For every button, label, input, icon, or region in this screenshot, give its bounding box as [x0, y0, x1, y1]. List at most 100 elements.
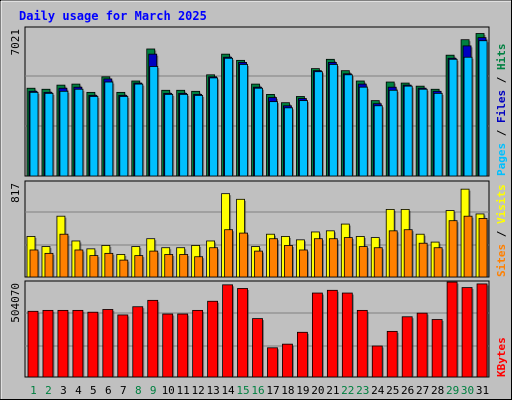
day-label: 12: [192, 384, 205, 397]
kbytes-kbytes-bar: [147, 299, 159, 378]
hits-files-pages-pages-bar: [104, 81, 114, 177]
hits-files-pages-pages-bar: [29, 91, 39, 177]
day-label: 3: [60, 384, 67, 397]
kbytes-kbytes-bar: [282, 343, 293, 378]
kbytes-kbytes-bar: [386, 330, 398, 378]
legend-pages: Pages: [495, 143, 508, 176]
hits-files-pages-pages-bar: [44, 92, 54, 177]
visits-sites-sites-bar: [328, 238, 338, 278]
kbytes-kbytes-bar: [57, 309, 69, 378]
hits-files-pages-pages-bar: [119, 96, 129, 177]
visits-sites-sites-bar: [418, 242, 428, 278]
visits-sites-sites-bar: [209, 247, 219, 278]
visits-sites-sites-bar: [254, 250, 263, 278]
hits-files-pages-pages-bar: [328, 64, 338, 177]
kbytes-kbytes-bar: [177, 313, 189, 378]
legend-separator: /: [495, 70, 508, 90]
kbytes-kbytes-bar: [27, 310, 39, 378]
chart-title: Daily usage for March 2025: [19, 9, 207, 23]
kbytes-kbytes-bar: [371, 345, 383, 378]
day-label: 20: [311, 384, 324, 397]
legend-visits: Visits: [495, 184, 508, 224]
kbytes-kbytes-bar: [461, 287, 473, 378]
hits-files-pages-pages-bar: [254, 87, 263, 177]
day-label: 26: [401, 384, 414, 397]
hits-files-pages-pages-bar: [239, 64, 248, 177]
visits-sites-sites-bar: [59, 233, 69, 278]
kbytes-kbytes-bar: [117, 314, 129, 378]
visits-sites-sites-bar: [343, 237, 353, 278]
visits-sites-sites-bar: [104, 252, 114, 278]
kbytes-kbytes-bar: [192, 309, 204, 378]
visits-sites-sites-bar: [403, 229, 413, 278]
day-label: 10: [162, 384, 175, 397]
visits-sites-sites-bar: [194, 256, 204, 278]
day-axis-labels: 1 2 3 4 5 6 7 8 9 10 11 12 13 14 15 16 17 18 19 20 21 22 23 24 2…: [30, 384, 489, 397]
visits-sites-sites-bar: [89, 255, 99, 278]
visits-sites-sites-bar: [373, 247, 383, 278]
hits-files-pages-pages-bar: [74, 88, 84, 177]
hits-files-pages-pages-bar: [373, 105, 383, 177]
day-label: 30: [461, 384, 474, 397]
hits-files-pages-pages-bar: [164, 94, 174, 177]
visits-sites-scale-label: 817: [9, 183, 22, 203]
hits-files-pages-pages-bar: [224, 57, 233, 177]
kbytes-kbytes-bar: [401, 316, 413, 378]
visits-sites-sites-bar: [119, 259, 129, 278]
hits-files-pages-pages-bar: [194, 95, 204, 177]
visits-sites-sites-bar: [74, 249, 84, 278]
kbytes-kbytes-bar: [476, 283, 488, 378]
day-label: 9: [150, 384, 157, 397]
day-label: 18: [281, 384, 294, 397]
kbytes-kbytes-bar: [446, 281, 458, 378]
day-label: 28: [431, 384, 444, 397]
hits-files-pages-pages-bar: [269, 101, 278, 177]
hits-files-pages-pages-bar: [149, 66, 159, 177]
kbytes-kbytes-bar: [252, 318, 263, 378]
day-label: 27: [416, 384, 429, 397]
day-label: 1: [30, 384, 37, 397]
legend-separator: /: [495, 224, 508, 244]
hits-files-pages-pages-bar: [134, 83, 144, 177]
kbytes-kbytes-bar: [311, 292, 323, 378]
visits-sites-sites-bar: [478, 218, 488, 278]
day-label: 16: [251, 384, 264, 397]
day-label: 6: [105, 384, 112, 397]
day-label: 2: [45, 384, 52, 397]
hits-files-pages-pages-bar: [388, 89, 398, 177]
day-label: 13: [206, 384, 219, 397]
visits-sites-sites-bar: [239, 232, 248, 278]
hits-files-pages-pages-bar: [284, 107, 293, 177]
day-label: 14: [221, 384, 235, 397]
hits-files-pages-pages-bar: [313, 71, 323, 177]
day-label: 25: [386, 384, 399, 397]
visits-sites-sites-bar: [164, 254, 174, 278]
kbytes-kbytes-bar: [132, 306, 144, 378]
visits-sites-sites-bar: [313, 238, 323, 278]
day-label: 7: [120, 384, 127, 397]
hits-files-pages-scale-label: 7021: [9, 29, 22, 56]
visits-sites-sites-bar: [433, 247, 443, 278]
kbytes-kbytes-bar: [162, 313, 174, 378]
day-label: 11: [177, 384, 190, 397]
day-label: 21: [326, 384, 339, 397]
day-label: 8: [135, 384, 142, 397]
legend-separator: /: [495, 123, 508, 143]
day-label: 15: [236, 384, 249, 397]
hits-files-pages-pages-bar: [418, 88, 428, 177]
kbytes-legend: KBytes: [495, 337, 508, 377]
kbytes-kbytes-bar: [87, 311, 99, 378]
day-label: 5: [90, 384, 97, 397]
kbytes-kbytes-bar: [42, 309, 54, 378]
legend-sites: Sites: [495, 244, 508, 277]
kbytes-scale-label: 504070: [9, 283, 22, 323]
hits-files-pages-pages-bar: [478, 40, 488, 177]
kbytes-kbytes-bar: [72, 309, 84, 378]
visits-sites-sites-bar: [134, 255, 144, 278]
kbytes-kbytes-bar: [207, 300, 219, 378]
day-label: 29: [446, 384, 459, 397]
kbytes-kbytes-bar: [431, 319, 443, 378]
hits-files-pages-pages-bar: [463, 56, 473, 177]
